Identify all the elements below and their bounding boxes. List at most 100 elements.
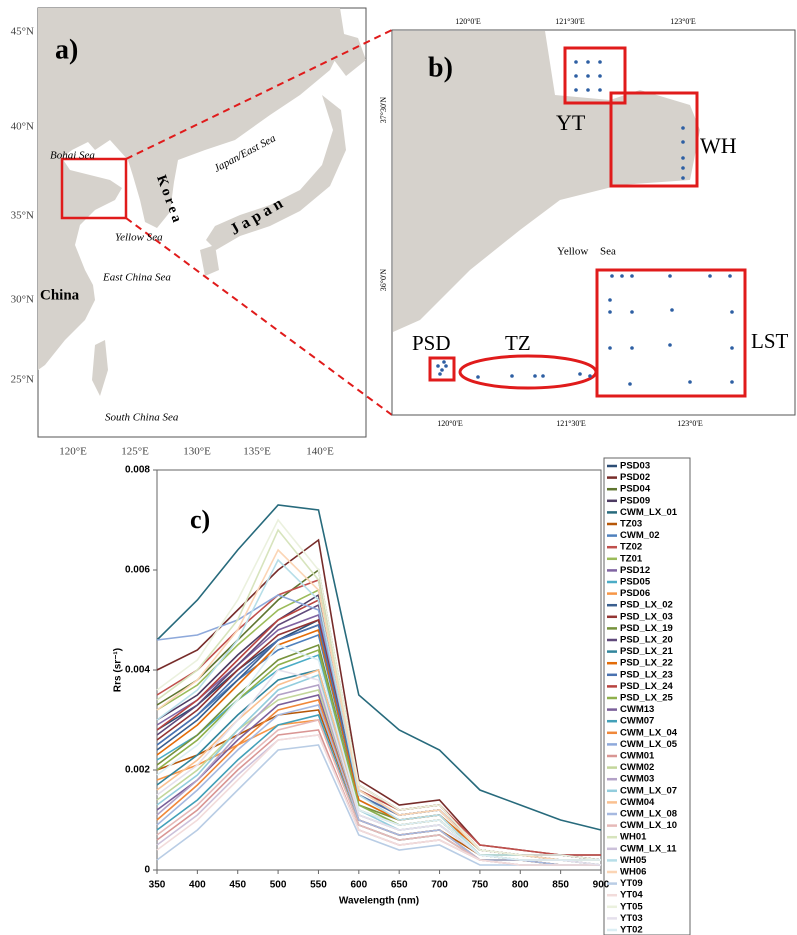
series-line: [156, 548, 601, 861]
zoom-line: [125, 29, 393, 160]
lon-label: 121°30'E: [556, 419, 586, 428]
legend-label: CWM_LX_10: [620, 820, 677, 831]
legend-label: CWM_LX_08: [620, 809, 677, 820]
series-line: [156, 518, 602, 861]
panel-label: a): [55, 34, 78, 65]
place-label: PSD: [412, 331, 451, 355]
y-axis-title: Rrs (sr⁻¹): [113, 648, 124, 692]
x-tick-label: 800: [512, 880, 529, 891]
legend-label: CWM03: [620, 774, 654, 785]
x-tick-label: 500: [270, 880, 287, 891]
lat-label: 30°N: [11, 294, 34, 306]
y-tick-label: 0.002: [125, 765, 150, 776]
lon-label: 135°E: [243, 446, 271, 458]
legend-label: CWM04: [620, 797, 655, 808]
legend-label: PSD_LX_20: [620, 635, 673, 646]
series-line: [156, 504, 602, 831]
lon-label: 120°0'E: [437, 419, 463, 428]
legend-label: PSD_LX_19: [620, 623, 673, 634]
x-tick-label: 350: [149, 880, 166, 891]
place-label: Yellow: [557, 246, 588, 258]
lon-label: 140°E: [306, 446, 334, 458]
lat-label: 36°0'N: [379, 269, 388, 292]
place-label: LST: [751, 329, 789, 353]
lon-label: 120°E: [59, 446, 87, 458]
lat-label: 45°N: [11, 26, 34, 38]
legend-label: PSD_LX_03: [620, 611, 673, 622]
y-tick-label: 0.006: [125, 565, 150, 576]
legend-label: PSD_LX_23: [620, 669, 673, 680]
legend-label: PSD05: [620, 577, 651, 588]
legend-label: CWM_LX_01: [620, 507, 678, 518]
place-label: WH: [700, 133, 737, 158]
legend-label: TZ02: [620, 542, 642, 553]
x-tick-label: 600: [350, 880, 367, 891]
legend-label: TZ01: [620, 553, 643, 564]
legend-label: YT02: [620, 925, 643, 935]
x-tick-label: 850: [552, 880, 569, 891]
legend-label: CWM02: [620, 762, 654, 773]
legend-label: PSD_LX_22: [620, 658, 673, 669]
legend-label: CWM_02: [620, 530, 660, 541]
legend-label: TZ03: [620, 519, 642, 530]
panel-label: c): [190, 505, 210, 534]
place-label: Yellow Sea: [115, 232, 163, 244]
x-tick-label: 900: [593, 880, 610, 891]
place-label: Sea: [600, 246, 616, 258]
lat-label: 35°N: [11, 210, 34, 222]
legend-box: [603, 457, 691, 935]
lat-label: 40°N: [11, 121, 34, 133]
lat-label: 25°N: [11, 374, 34, 386]
lon-label: 123°0'E: [670, 17, 696, 26]
x-tick-label: 700: [431, 880, 448, 891]
lon-label: 120°0'E: [455, 17, 481, 26]
x-tick-label: 400: [189, 880, 206, 891]
legend-label: PSD_LX_25: [620, 693, 674, 704]
place-label: East China Sea: [102, 272, 171, 284]
lon-label: 125°E: [121, 446, 149, 458]
legend-label: CWM_LX_05: [620, 739, 678, 750]
y-tick-label: 0.004: [125, 665, 150, 676]
legend-label: YT09: [620, 878, 643, 889]
series-line: [156, 734, 601, 866]
x-tick-label: 550: [310, 880, 327, 891]
place-label: TZ: [505, 331, 531, 355]
land: [38, 8, 366, 396]
legend-label: YT03: [620, 913, 643, 924]
place-label: Bohai Sea: [50, 150, 95, 162]
place-label: South China Sea: [105, 412, 179, 424]
x-tick-label: 450: [229, 880, 246, 891]
lon-label: 130°E: [183, 446, 211, 458]
legend-label: CWM07: [620, 716, 654, 727]
legend-label: PSD02: [620, 472, 650, 483]
legend-label: PSD06: [620, 588, 650, 599]
legend-label: CWM01: [620, 751, 655, 762]
x-tick-label: 750: [472, 880, 489, 891]
legend-label: CWM_LX_07: [620, 785, 677, 796]
land: [393, 31, 700, 332]
legend-label: YT04: [620, 890, 643, 901]
place-label: China: [40, 287, 80, 303]
x-tick-label: 650: [391, 880, 408, 891]
map-a: [37, 7, 367, 438]
legend-label: CWM13: [620, 704, 654, 715]
lon-label: 121°30'E: [555, 17, 585, 26]
y-tick-label: 0.008: [125, 465, 150, 476]
legend-label: PSD09: [620, 495, 650, 506]
x-axis-title: Wavelength (nm): [339, 896, 419, 907]
series-line: [156, 704, 601, 866]
legend-label: PSD03: [620, 461, 650, 472]
series-line: [156, 644, 601, 861]
legend-label: CWM_LX_11: [620, 843, 677, 854]
panel-label: b): [428, 52, 453, 83]
lon-label: 123°0'E: [677, 419, 703, 428]
y-tick-label: 0: [144, 865, 150, 876]
stations: [436, 60, 734, 386]
legend-label: YT05: [620, 901, 643, 912]
legend-label: CWM_LX_04: [620, 727, 678, 738]
lat-label: 37°30'N: [379, 97, 388, 124]
legend-label: PSD_LX_24: [620, 681, 674, 692]
legend-label: PSD_LX_02: [620, 600, 673, 611]
map-b: [391, 29, 796, 416]
